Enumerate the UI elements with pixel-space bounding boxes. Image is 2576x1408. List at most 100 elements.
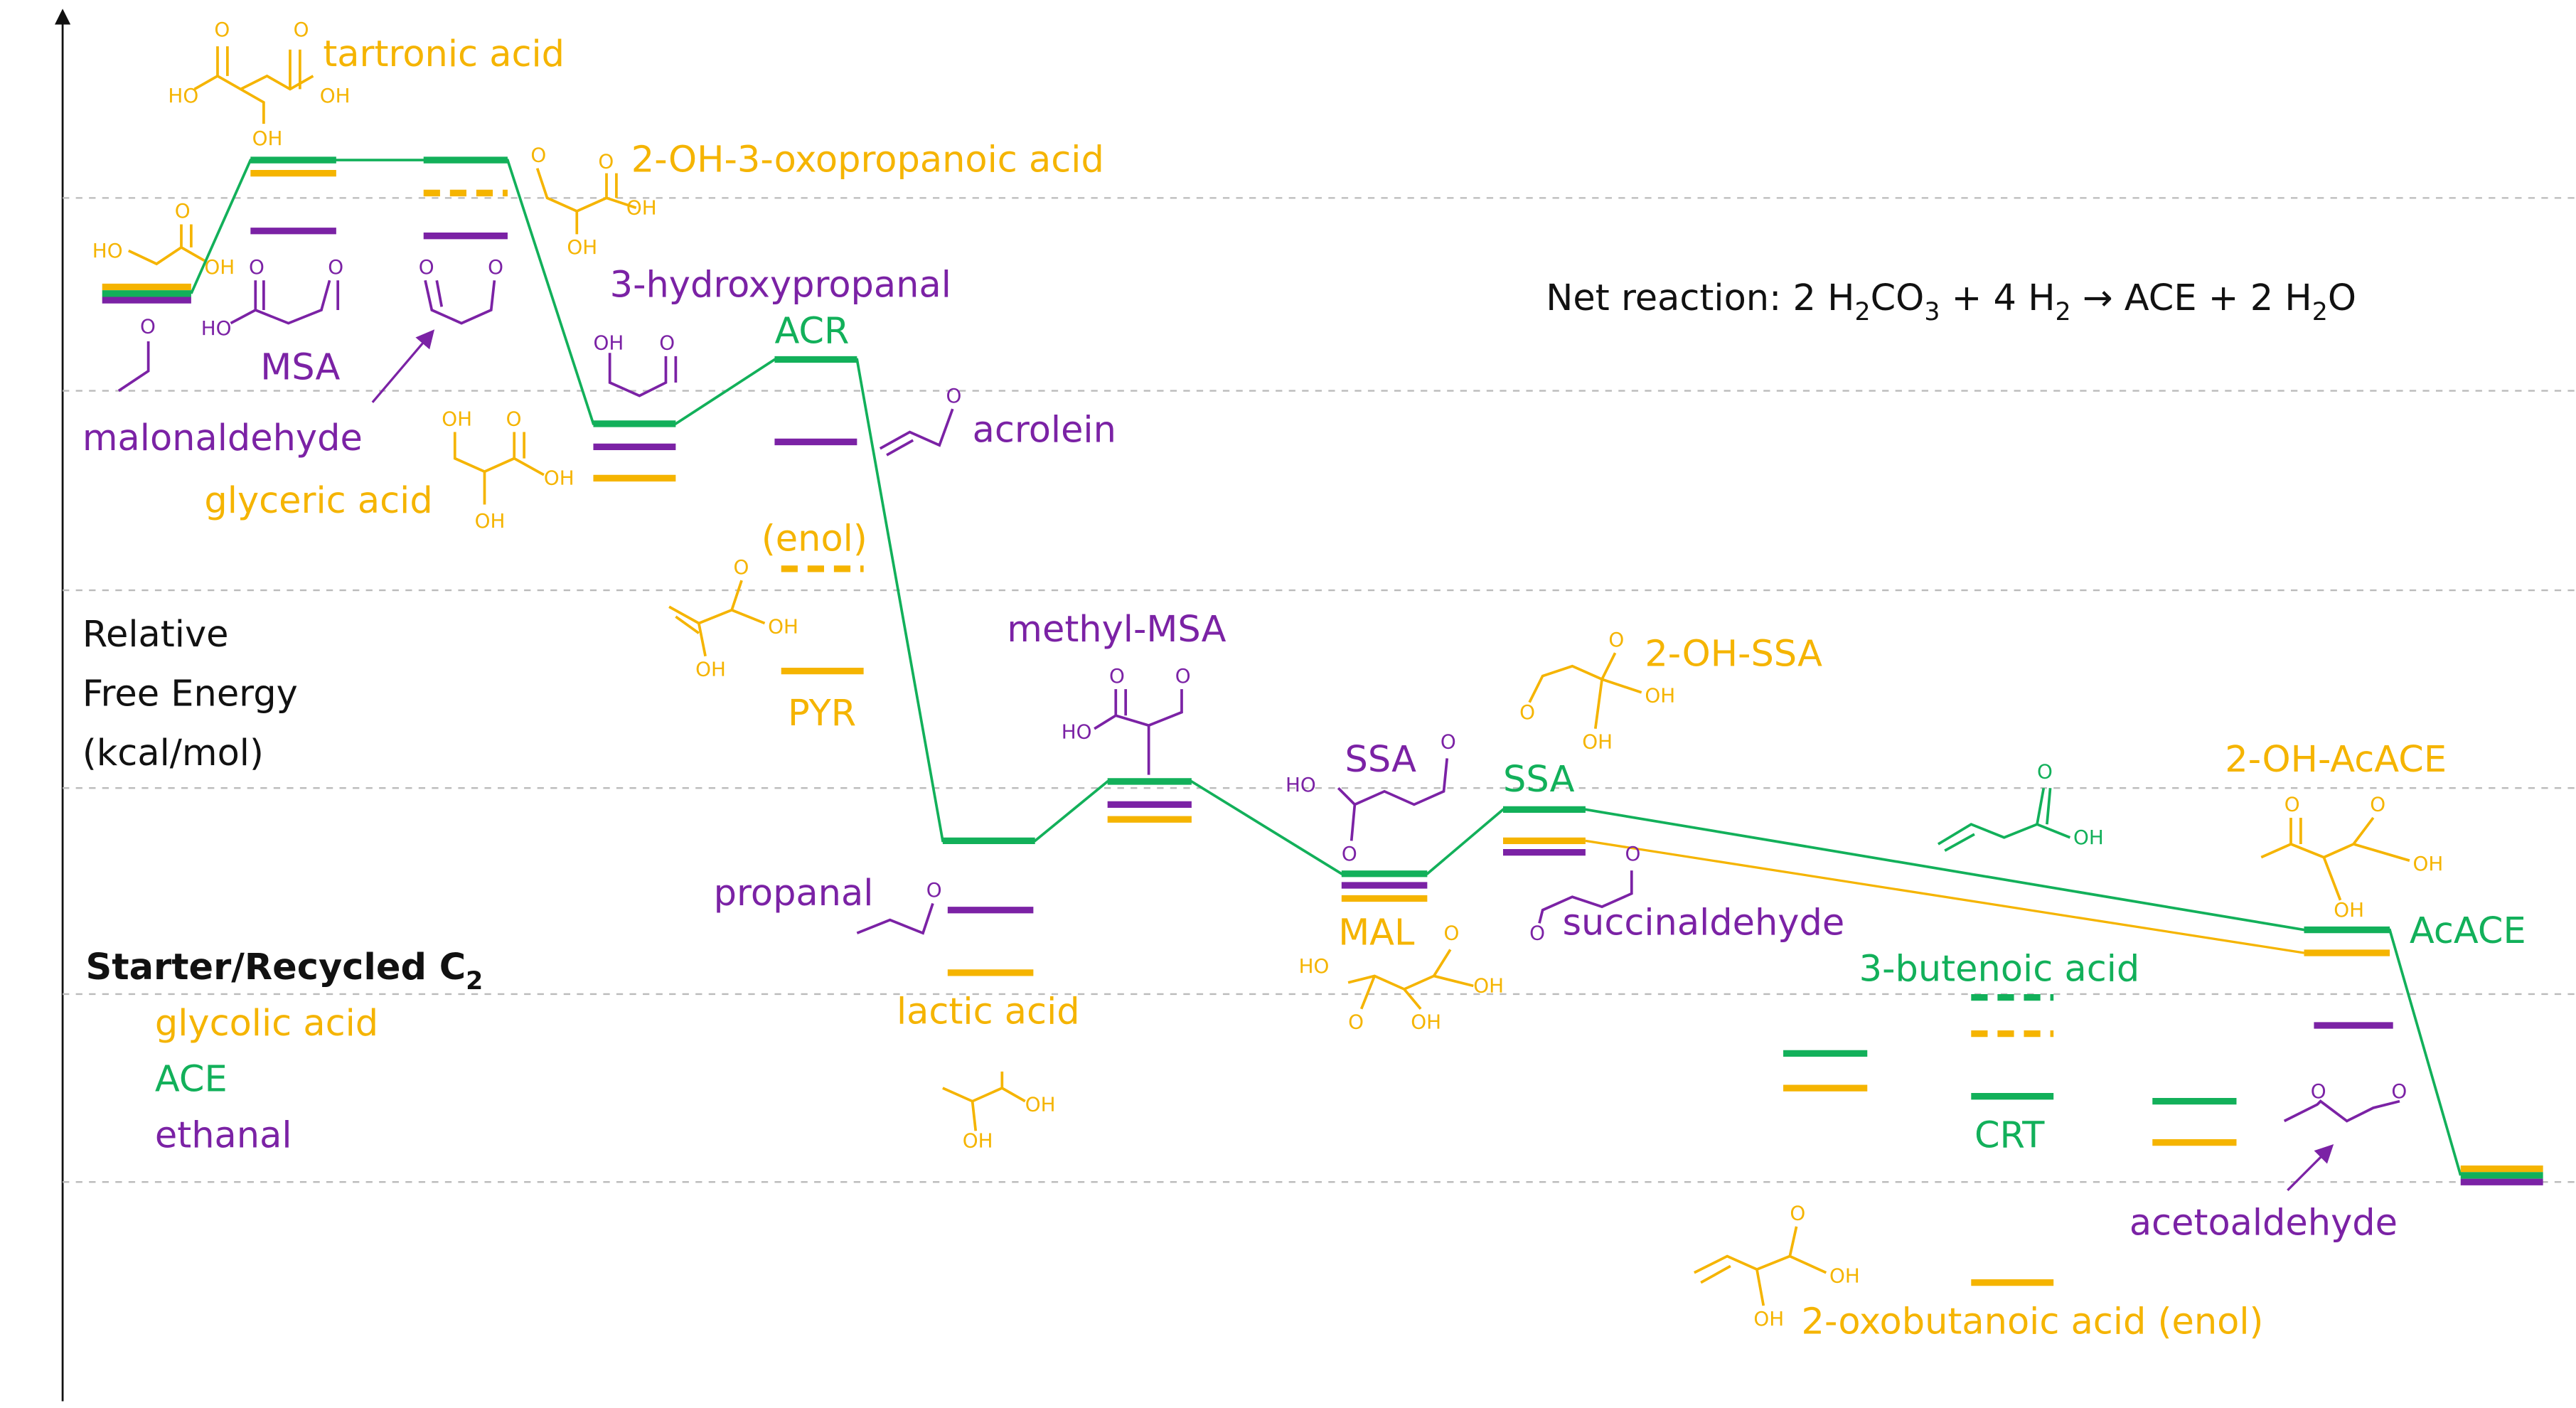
atom-label: O [2311, 1079, 2326, 1103]
axis-label-line: (kcal/mol) [82, 732, 264, 774]
species-labels: tartronic acid 2-OH-3-oxopropanoic acid 3-… [82, 33, 2526, 1343]
glyceric-structure [453, 432, 545, 505]
atom-label: O [1790, 1202, 1805, 1225]
skeletal-structures [117, 46, 2410, 1306]
species-label: 3-butenoic acid [1859, 948, 2140, 990]
atom-label: OH [2334, 898, 2364, 922]
axis-label-line: Free Energy [82, 673, 298, 715]
atom-label: O [1519, 700, 1535, 724]
atom-label: O [659, 331, 675, 355]
ssa-structure [1337, 758, 1449, 841]
atom-label: O [2037, 759, 2053, 783]
legend-item: ethanal [155, 1115, 292, 1157]
oxobutanoic-structure [1694, 1226, 1827, 1306]
species-label: ACR [774, 310, 849, 352]
species-label: 3-hydroxypropanal [610, 264, 951, 306]
atom-label: OH [320, 84, 351, 107]
pyr-enol-structure [668, 580, 766, 657]
species-label: 2-OH-3-oxopropanoic acid [631, 139, 1104, 181]
legend: Starter/Recycled C2 glycolic acid ACE et… [86, 946, 483, 1156]
atom-label: O [488, 255, 503, 279]
atom-label: OH [544, 466, 574, 490]
species-label: methyl-MSA [1007, 609, 1226, 651]
atom-label: O [598, 150, 614, 174]
lactic-structure [942, 1071, 1026, 1131]
subscript: 2 [2056, 298, 2071, 326]
species-label: propanal [714, 873, 874, 914]
methyl-msa-structure [1094, 689, 1183, 775]
atom-label: OH [252, 127, 283, 150]
subscript: 2 [2312, 298, 2328, 326]
atom-label: O [1441, 730, 1456, 754]
atom-label: OH [1473, 974, 1504, 998]
species-label: CRT [1974, 1115, 2045, 1157]
atom-label: O [1608, 628, 1624, 651]
malonaldehyde-structure [424, 279, 496, 325]
msa-structure [230, 279, 340, 325]
legend-item: ACE [155, 1059, 228, 1101]
atom-label: O [1529, 921, 1545, 944]
ethanal-structure [117, 341, 150, 393]
atom-label: HO [92, 239, 123, 262]
species-label: 2-OH-AcACE [2225, 739, 2447, 781]
text-part: → ACE + 2 H [2071, 277, 2312, 319]
glycolic-structure [128, 224, 205, 266]
species-label: acrolein [973, 409, 1116, 451]
energy-levels [102, 156, 2543, 1286]
legend-title: Starter/Recycled C2 [86, 946, 483, 996]
acrolein-structure [879, 408, 954, 457]
subscript: 3 [1924, 298, 1940, 326]
propanal-structure [856, 902, 934, 935]
species-label: SSA [1345, 739, 1416, 781]
atom-label: OH [1411, 1010, 1441, 1034]
yellow-pathway [1585, 839, 2304, 954]
axis-label: Relative Free Energy (kcal/mol) [82, 614, 298, 774]
atom-label: HO [1286, 773, 1316, 796]
text-part: Net reaction: 2 H [1546, 277, 1854, 319]
species-label: AcACE [2410, 910, 2526, 952]
oxopropanoic-structure [535, 168, 637, 235]
species-label: succinaldehyde [1562, 902, 1844, 944]
species-label: glyceric acid [204, 480, 432, 522]
atom-label: O [294, 18, 309, 41]
acace-structure [2260, 816, 2410, 901]
atom-label: OH [1829, 1264, 1860, 1288]
atom-label: O [2284, 793, 2300, 816]
atom-label: OH [442, 407, 472, 430]
succinaldehyde-structure [1538, 870, 1633, 924]
atom-label: OH [1645, 684, 1675, 708]
2-oh-ssa-structure [1528, 652, 1642, 730]
hydroxypropanal-structure [608, 353, 678, 398]
atom-label: O [734, 555, 749, 579]
atom-label: O [1342, 842, 1357, 865]
tartronic-structure [193, 46, 314, 124]
atom-label: O [140, 314, 156, 338]
butenoic-structure [1937, 787, 2071, 852]
atom-label: OH [1025, 1093, 1056, 1116]
net-reaction: Net reaction: 2 H2CO3 + 4 H2 → ACE + 2 H… [1546, 277, 2356, 326]
atom-label: HO [168, 84, 198, 107]
atom-label: O [214, 18, 230, 41]
atom-label: O [1348, 1010, 1364, 1034]
atom-label: O [419, 255, 434, 279]
atom-label: OH [567, 235, 597, 259]
atom-label: O [1175, 664, 1191, 688]
atom-label: OH [695, 658, 726, 681]
subscript: 2 [466, 967, 483, 996]
text-part: Starter/Recycled C [86, 946, 466, 988]
atom-label: O [2370, 793, 2385, 816]
atom-label: OH [1582, 730, 1613, 754]
atom-label: O [506, 407, 522, 430]
atom-label: O [530, 143, 546, 166]
atom-label: HO [1062, 720, 1092, 744]
species-label: 2-OH-SSA [1645, 634, 1822, 676]
species-label: MAL [1338, 912, 1415, 954]
atom-label: O [1109, 664, 1125, 688]
grid [63, 197, 2576, 1183]
legend-item: glycolic acid [155, 1003, 378, 1045]
atom-label: HO [201, 316, 232, 340]
atom-label: OH [1753, 1307, 1784, 1330]
species-label: MSA [260, 346, 340, 388]
